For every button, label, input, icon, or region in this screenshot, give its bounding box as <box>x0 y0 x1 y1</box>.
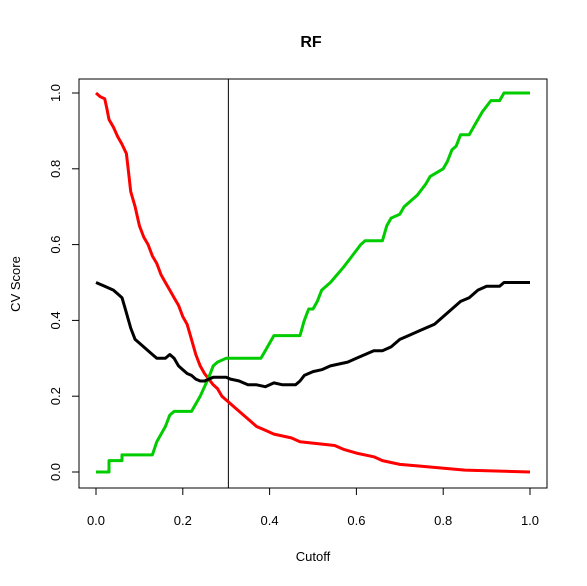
y-tick-label: 0.8 <box>48 160 63 178</box>
series-group <box>95 91 531 474</box>
x-tick-label: 0.6 <box>347 513 365 528</box>
x-tick-label: 1.0 <box>521 513 539 528</box>
y-tick-label: 0.2 <box>48 387 63 405</box>
series-line-1 <box>95 91 531 474</box>
chart-title: RF <box>300 34 322 51</box>
y-tick-label: 0.0 <box>48 463 63 481</box>
y-axis-title: CV Score <box>8 256 23 312</box>
y-tick-label: 1.0 <box>48 84 63 102</box>
x-tick-label: 0.2 <box>174 513 192 528</box>
y-axis: 0.0 0.2 0.4 0.6 0.8 1.0 <box>48 84 80 481</box>
series-line-3 <box>95 281 530 389</box>
x-tick-label: 0.8 <box>434 513 452 528</box>
x-tick-label: 0.4 <box>261 513 279 528</box>
x-tick-label: 0.0 <box>87 513 105 528</box>
y-tick-label: 0.6 <box>48 236 63 254</box>
x-axis-title: Cutoff <box>296 549 331 564</box>
y-tick-label: 0.4 <box>48 311 63 329</box>
series-line-2 <box>96 91 530 474</box>
x-axis: 0.0 0.2 0.4 0.6 0.8 1.0 <box>87 487 539 528</box>
